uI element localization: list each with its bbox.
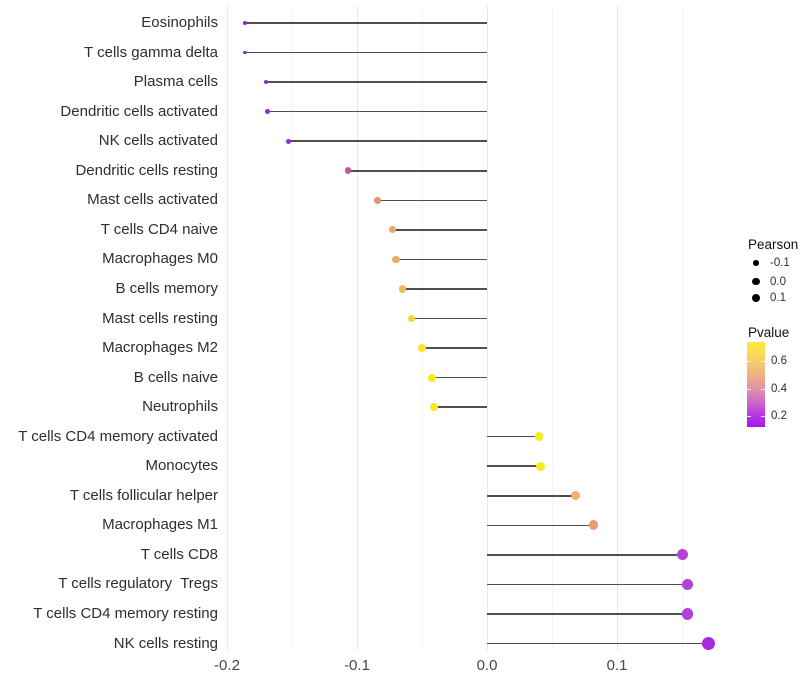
category-label: Monocytes — [145, 457, 218, 475]
lollipop-stem — [396, 258, 487, 261]
lollipop-stem — [411, 317, 487, 320]
lollipop-dot — [243, 50, 247, 55]
size-legend-title: Pearson — [748, 237, 799, 252]
lollipop-stem — [487, 465, 541, 468]
size-legend-dot — [751, 293, 761, 303]
lollipop-dot — [429, 403, 438, 412]
lollipop-stem — [266, 81, 487, 83]
x-tick-label: 0.0 — [476, 657, 498, 674]
category-label: T cells CD8 — [140, 545, 218, 563]
lollipop-stem — [245, 51, 487, 54]
lollipop-stem — [245, 22, 487, 24]
colorbar-tick-label: 0.4 — [771, 382, 787, 395]
x-tick-label: -0.2 — [214, 657, 240, 674]
category-label: T cells CD4 naive — [100, 220, 218, 238]
lollipop-dot — [428, 373, 437, 382]
colorbar-tick-label: 0.2 — [771, 409, 787, 422]
minor-gridline — [552, 6, 553, 650]
category-label: NK cells resting — [113, 634, 218, 652]
size-legend-dot — [752, 277, 760, 286]
lollipop-dot — [588, 520, 599, 531]
lollipop-stem — [487, 642, 708, 645]
category-label: Mast cells resting — [102, 309, 218, 327]
colorbar-tick-label: 0.6 — [771, 355, 787, 368]
major-gridline — [227, 6, 228, 650]
minor-gridline — [422, 6, 423, 650]
category-label: B cells memory — [115, 279, 218, 297]
category-label: Dendritic cells resting — [75, 161, 218, 179]
colorbar-tick-mark — [761, 361, 765, 363]
lollipop-dot — [285, 138, 291, 144]
category-label: B cells naive — [133, 368, 218, 386]
lollipop-stem — [487, 524, 594, 527]
major-gridline — [487, 6, 488, 650]
lollipop-dot — [681, 578, 693, 591]
lollipop-stem — [347, 169, 487, 172]
lollipop-stem — [487, 435, 539, 438]
lollipop-dot — [398, 285, 407, 293]
category-label: T cells CD4 memory resting — [33, 605, 218, 622]
pvalue-colorbar — [747, 342, 765, 427]
category-label: Mast cells activated — [87, 191, 218, 209]
lollipop-stem — [267, 110, 487, 113]
size-legend-label: 0.0 — [770, 275, 786, 288]
lollipop-dot — [243, 21, 247, 25]
category-label: NK cells activated — [98, 132, 218, 150]
colorbar-tick-mark — [761, 388, 765, 390]
lollipop-dot — [407, 314, 416, 323]
lollipop-stem — [487, 495, 576, 497]
colorbar-tick-mark — [747, 361, 751, 363]
colorbar-tick-mark — [747, 388, 751, 390]
category-label: Neutrophils — [142, 398, 218, 416]
lollipop-dot — [681, 608, 693, 620]
color-legend-title: Pvalue — [748, 325, 790, 340]
lollipop-dot — [344, 167, 352, 175]
lollipop-dot — [534, 432, 544, 442]
lollipop-dot — [570, 491, 581, 501]
lollipop-stem — [487, 554, 682, 556]
category-label: T cells follicular helper — [69, 486, 218, 504]
lollipop-dot — [264, 109, 270, 115]
lollipop-stem — [432, 376, 487, 379]
lollipop-stem — [487, 583, 688, 586]
minor-gridline — [682, 6, 683, 650]
size-legend-label: 0.1 — [770, 292, 786, 304]
category-label: Eosinophils — [141, 14, 218, 31]
lollipop-dot — [418, 344, 426, 353]
major-gridline — [357, 6, 358, 650]
lollipop-stem — [288, 140, 487, 142]
lollipop-stem — [402, 288, 487, 290]
major-gridline — [617, 6, 618, 650]
category-label: T cells CD4 memory activated — [18, 427, 218, 445]
x-tick-label: 0.1 — [606, 657, 628, 674]
category-label: Plasma cells — [133, 73, 218, 91]
category-label: Macrophages M0 — [102, 250, 218, 268]
lollipop-stem — [392, 229, 487, 231]
colorbar-tick-mark — [747, 415, 751, 417]
x-tick-label: -0.1 — [344, 657, 370, 674]
lollipop-stem — [422, 347, 487, 349]
colorbar-tick-mark — [761, 415, 765, 417]
lollipop-stem — [487, 613, 688, 615]
lollipop-dot — [263, 79, 269, 85]
lollipop-dot — [392, 255, 400, 263]
size-legend-dot — [753, 260, 759, 266]
lollipop-stem — [433, 406, 487, 408]
lollipop-dot — [388, 226, 396, 234]
minor-gridline — [292, 6, 293, 650]
lollipop-dot — [701, 637, 715, 651]
category-label: Macrophages M1 — [102, 516, 218, 534]
lollipop-dot — [535, 461, 545, 471]
category-label: Macrophages M2 — [102, 339, 218, 357]
lollipop-stem — [377, 199, 487, 202]
lollipop-dot — [374, 196, 382, 204]
category-label: T cells regulatory Tregs — [58, 575, 218, 593]
category-label: T cells gamma delta — [84, 43, 218, 61]
category-label: Dendritic cells activated — [60, 102, 218, 120]
lollipop-dot — [676, 549, 688, 561]
size-legend-label: -0.1 — [770, 257, 790, 269]
